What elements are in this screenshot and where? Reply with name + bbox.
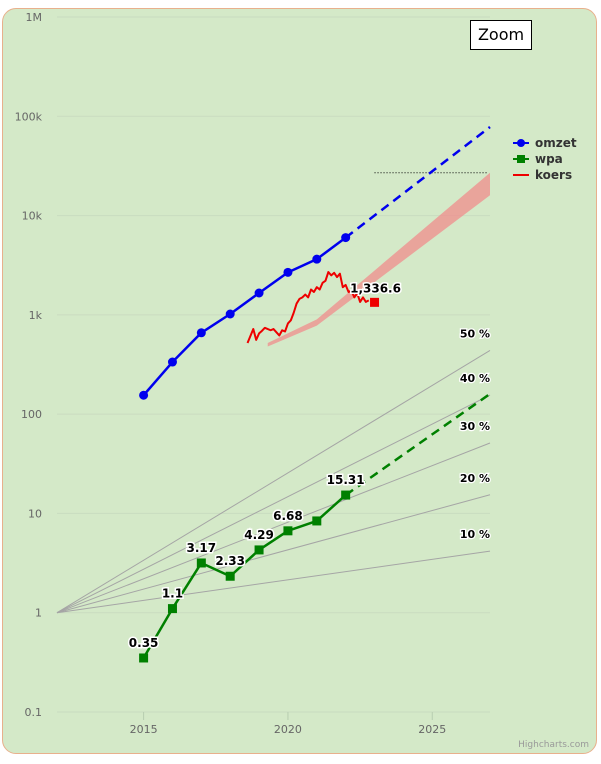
series-layer (139, 126, 491, 663)
series-line-wpa (142, 494, 347, 659)
growth-guide-label: 20 % (460, 472, 490, 485)
data-point-omzet (167, 357, 177, 367)
chart-frame (2, 8, 597, 754)
growth-guide-line (56, 350, 491, 614)
legend-item-omzet[interactable]: omzet (535, 136, 577, 150)
data-point-wpa (254, 545, 264, 555)
y-tick-label: 1 (35, 607, 42, 620)
legend-marker-wpa (517, 155, 525, 163)
series-projection-omzet (344, 126, 491, 239)
growth-guides: 50 % 40 % 30 % 20 % 10 % (56, 326, 491, 614)
growth-guide-label: 30 % (460, 420, 490, 433)
x-tick-label: 2015 (130, 723, 158, 736)
data-label-wpa: 3.17 (187, 541, 217, 555)
data-point-omzet (341, 233, 351, 243)
data-point-wpa (283, 526, 293, 536)
data-label-wpa: 6.68 (273, 509, 303, 523)
y-tick-label: 1M (26, 11, 43, 24)
y-tick-label: 0.1 (25, 706, 43, 719)
zoom-button[interactable]: Zoom (470, 20, 532, 50)
legend-item-wpa[interactable]: wpa (535, 152, 563, 166)
growth-guide-line (56, 494, 491, 614)
data-point-wpa (312, 516, 322, 526)
y-tick-label: 10 (28, 507, 42, 520)
data-label-wpa: 15.31 (327, 473, 365, 487)
data-point-omzet (312, 254, 322, 264)
y-tick-label: 100k (15, 110, 43, 123)
growth-guide-line (56, 442, 491, 614)
valuation-band-area (267, 172, 490, 347)
data-point-wpa (167, 604, 177, 614)
series-line-koers (246, 271, 370, 344)
credits-link[interactable]: Highcharts.com (518, 740, 589, 750)
data-point-wpa (139, 653, 149, 663)
growth-guide-line (56, 550, 491, 614)
legend-marker-omzet (517, 139, 525, 147)
data-point-omzet (196, 328, 206, 338)
data-label-wpa: 0.35 (129, 636, 159, 650)
legend: omzet wpa koers (513, 136, 577, 182)
data-point-wpa (196, 558, 206, 568)
data-point-wpa (225, 571, 235, 581)
growth-guide-label: 50 % (460, 327, 490, 340)
grid-layer (57, 16, 490, 720)
legend-item-koers[interactable]: koers (535, 168, 572, 182)
last-price-label: 1,336.6 (350, 281, 401, 295)
data-point-omzet (283, 267, 293, 277)
data-point-wpa (341, 490, 351, 500)
data-point-omzet (225, 309, 235, 319)
x-tick-label: 2020 (274, 723, 302, 736)
y-tick-label: 1k (29, 309, 43, 322)
data-label-wpa: 2.33 (215, 554, 245, 568)
axis-labels: 0.1 1 10 100 1k 10k 100k 1M 2015 2020 2025 (15, 11, 447, 736)
valuation-band (267, 172, 490, 347)
growth-guide-line (56, 394, 491, 614)
y-tick-label: 10k (22, 210, 43, 223)
data-labels: 0.35 1.1 3.172.33 4.29 6.68 15.31 1,336.6 (127, 280, 402, 652)
growth-guide-label: 40 % (460, 372, 490, 385)
growth-guide-label: 10 % (460, 528, 490, 541)
data-point-omzet (139, 390, 149, 400)
data-point-omzet (254, 288, 264, 298)
series-line-omzet (142, 236, 347, 397)
data-label-wpa: 4.29 (244, 528, 274, 542)
x-tick-label: 2025 (418, 723, 446, 736)
y-tick-label: 100 (21, 408, 42, 421)
last-price-marker (370, 297, 380, 307)
data-label-wpa: 1.1 (162, 587, 183, 601)
